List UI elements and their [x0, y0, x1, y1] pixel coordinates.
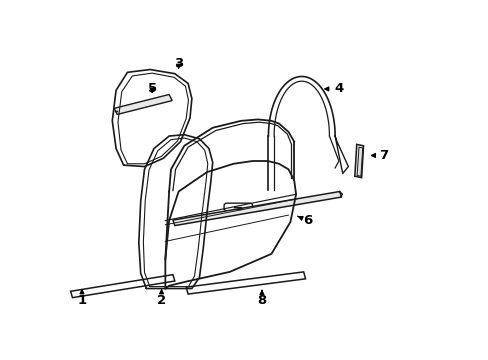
- Polygon shape: [114, 94, 172, 114]
- Text: 1: 1: [77, 290, 86, 307]
- Text: 8: 8: [257, 291, 266, 307]
- Text: 3: 3: [174, 58, 183, 71]
- Text: 7: 7: [371, 149, 388, 162]
- Text: 5: 5: [147, 82, 156, 95]
- Text: 4: 4: [324, 82, 343, 95]
- Text: 2: 2: [157, 290, 166, 307]
- Text: 6: 6: [297, 214, 311, 227]
- Polygon shape: [354, 144, 363, 177]
- Polygon shape: [173, 192, 341, 226]
